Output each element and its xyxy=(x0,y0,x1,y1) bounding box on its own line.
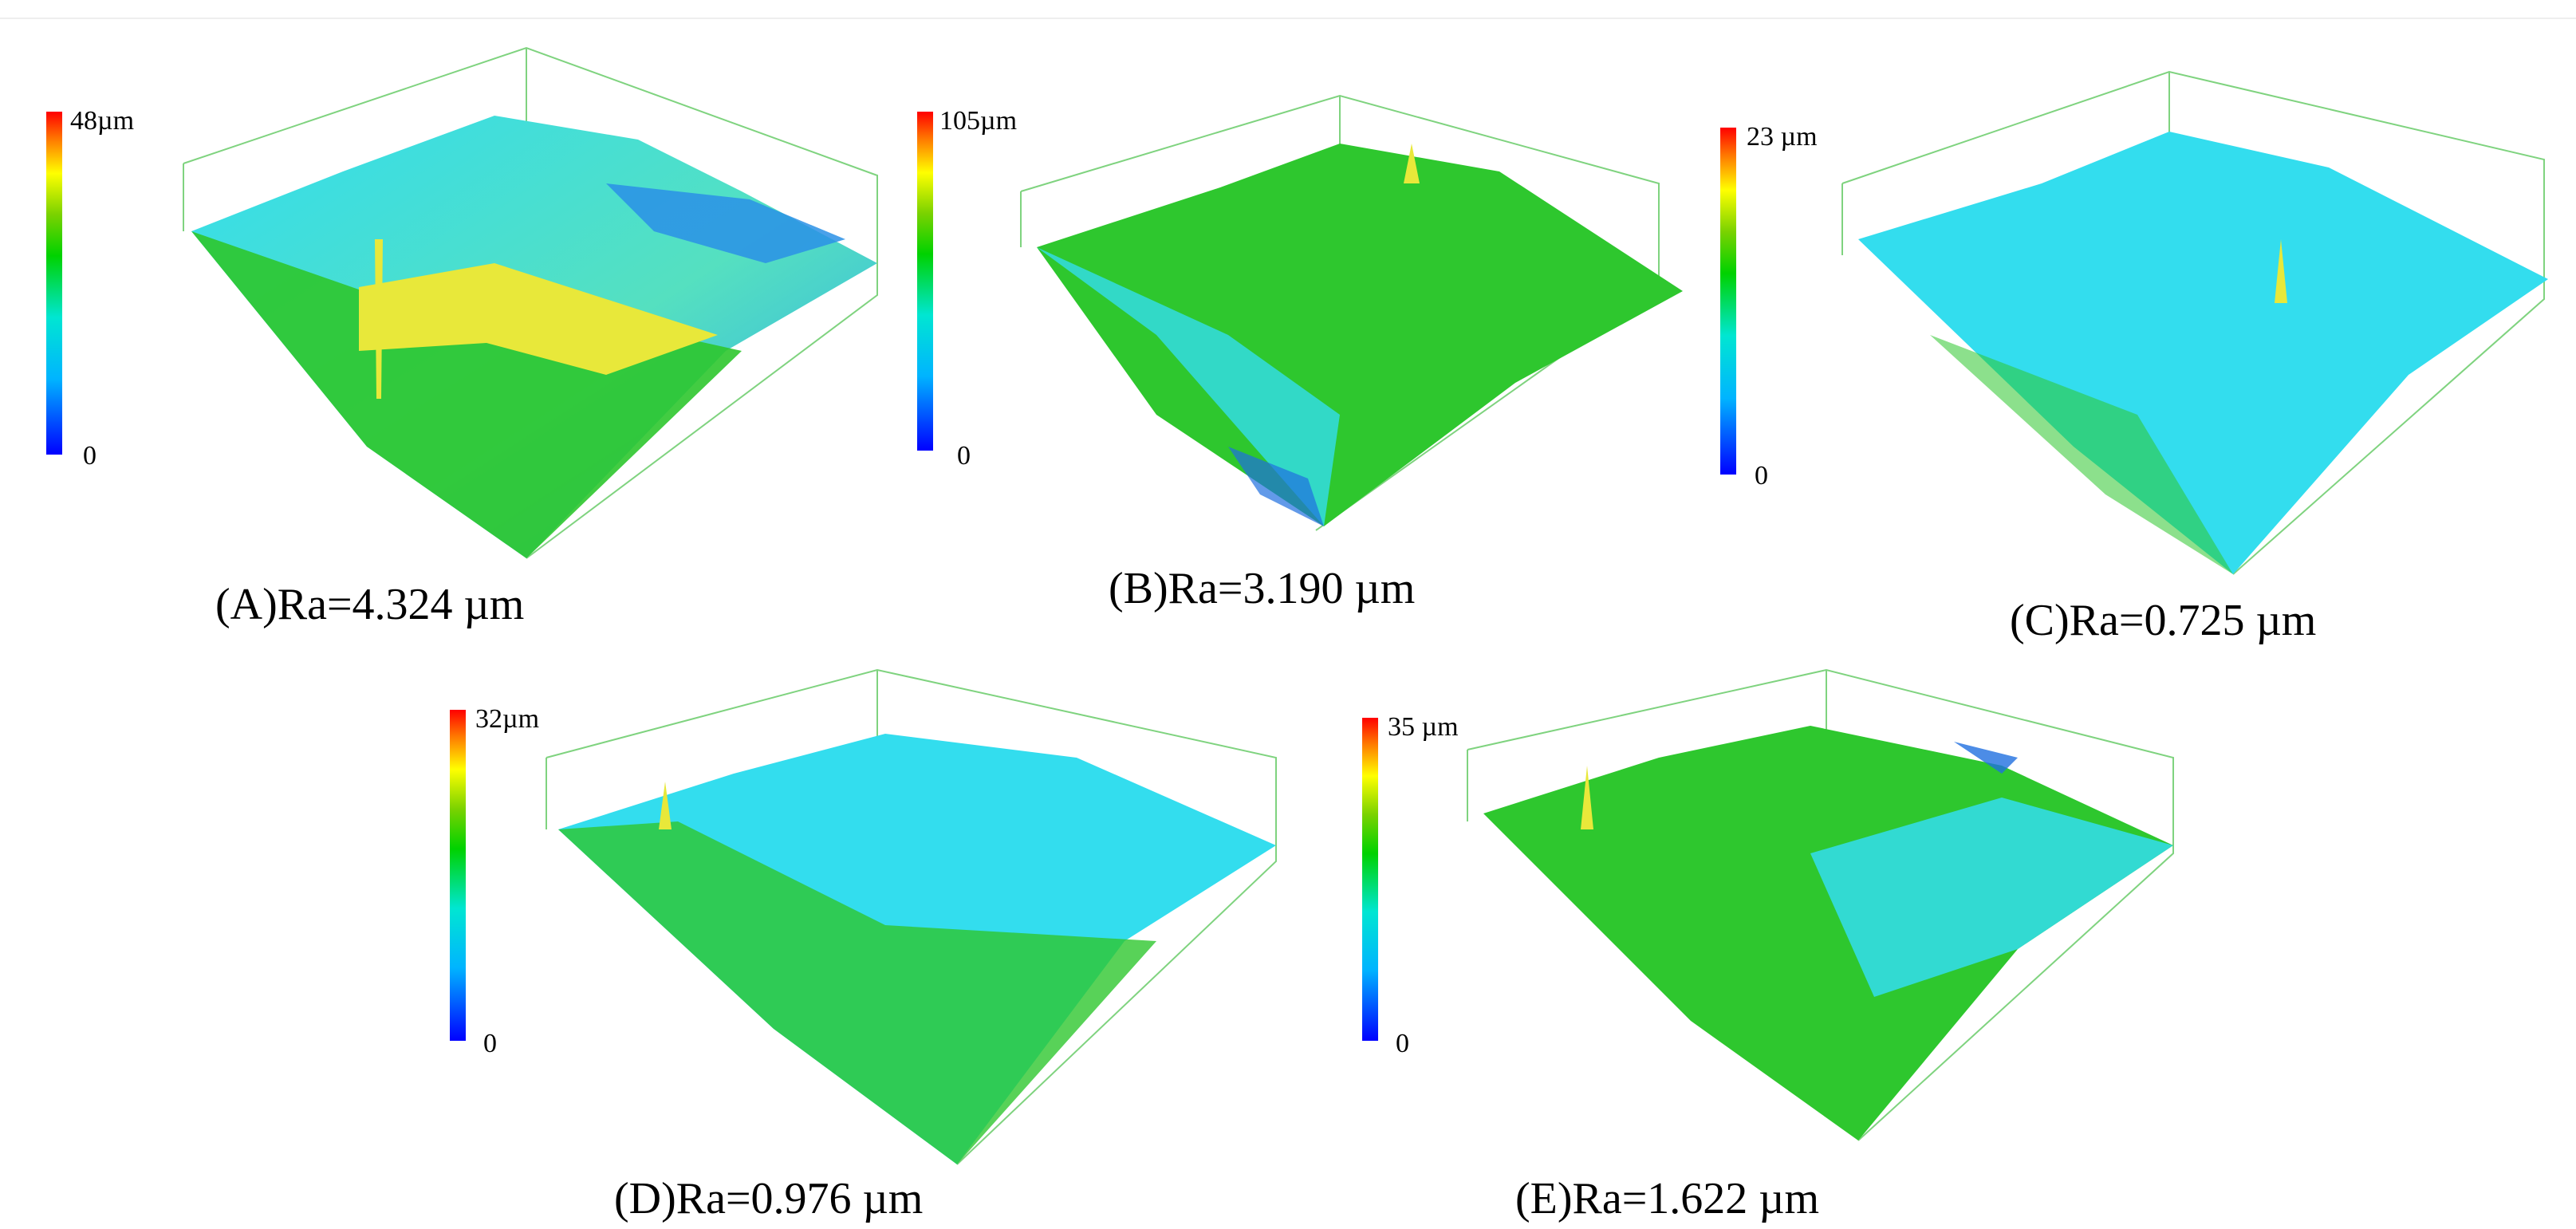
panel-a: 48µm 0 (A)Ra=4.324 µm xyxy=(0,0,878,627)
spike-e xyxy=(1581,766,1593,829)
caption-c: (C)Ra=0.725 µm xyxy=(2010,596,2317,645)
panel-b: 105µm 0 (B)Ra=3.190 µm xyxy=(893,0,1691,622)
surface-b-cyan xyxy=(1037,247,1340,526)
surface-plot-d xyxy=(546,668,1277,1165)
surface-e-cyan xyxy=(1810,798,2173,997)
panel-e: 35 µm 0 (E)Ra=1.622 µm xyxy=(1316,662,2193,1229)
spike-a xyxy=(375,239,383,399)
surface-plot-c xyxy=(1841,70,2548,575)
surface-c-green xyxy=(1930,335,2233,574)
caption-e: (E)Ra=1.622 µm xyxy=(1515,1174,1820,1223)
color-scale-min-b: 0 xyxy=(957,441,971,471)
color-scale-max-b: 105µm xyxy=(939,106,1018,136)
color-scale-max-c: 23 µm xyxy=(1747,122,1818,152)
surface-b xyxy=(1037,144,1683,526)
color-scale-bar-b xyxy=(917,112,933,451)
panel-c: 23 µm 0 (C)Ra=0.725 µm xyxy=(1691,0,2576,643)
surface-a-blue xyxy=(606,183,845,263)
top-rule xyxy=(0,18,2576,19)
color-scale-min-a: 0 xyxy=(83,441,97,471)
surface-plot-a xyxy=(183,46,878,559)
color-scale-bar-c xyxy=(1720,128,1736,475)
surface-d-green xyxy=(558,821,1156,1164)
color-scale-min-c: 0 xyxy=(1755,461,1768,490)
spike-c xyxy=(2275,239,2287,303)
color-scale-max-d: 32µm xyxy=(475,704,540,734)
caption-d: (D)Ra=0.976 µm xyxy=(614,1174,924,1223)
caption-b: (B)Ra=3.190 µm xyxy=(1109,564,1416,613)
color-scale-bar-e xyxy=(1362,718,1378,1041)
caption-a: (A)Ra=4.324 µm xyxy=(215,580,525,629)
spike-d xyxy=(659,782,672,829)
color-scale-max-e: 35 µm xyxy=(1388,712,1459,742)
panel-d: 32µm 0 (D)Ra=0.976 µm xyxy=(439,662,1300,1229)
spike-b xyxy=(1404,144,1420,183)
surface-a-green xyxy=(191,231,742,558)
color-scale-min-d: 0 xyxy=(483,1029,497,1058)
surface-c xyxy=(1858,132,2548,574)
surface-plot-e xyxy=(1467,668,2174,1141)
color-scale-max-a: 48µm xyxy=(70,106,135,136)
color-scale-min-e: 0 xyxy=(1396,1029,1409,1058)
surface-b-blue xyxy=(1228,447,1324,526)
color-scale-bar-a xyxy=(46,112,62,455)
color-scale-bar-d xyxy=(450,710,466,1041)
surface-e-blue xyxy=(1954,742,2018,774)
surface-a-yellow xyxy=(359,263,718,375)
surface-plot-b xyxy=(1020,94,1683,531)
